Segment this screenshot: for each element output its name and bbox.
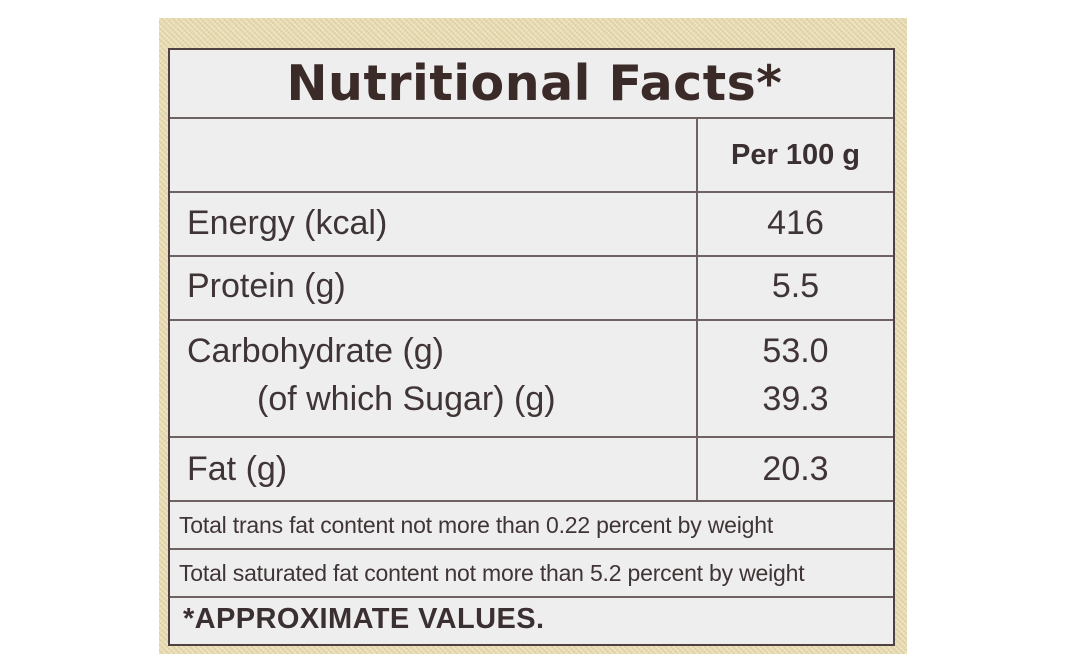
nutrient-value: 416	[767, 204, 824, 242]
note-row-saturated-fat: Total saturated fat content not more tha…	[170, 550, 893, 598]
approximate-values-footer: *APPROXIMATE VALUES.	[183, 603, 545, 635]
nutrient-row-fat: Fat (g) 20.3	[170, 438, 893, 502]
footer-row: *APPROXIMATE VALUES.	[170, 598, 893, 644]
header-empty-cell	[170, 119, 698, 191]
nutrient-row-carbohydrate: Carbohydrate (g) (of which Sugar) (g) 53…	[170, 321, 893, 438]
panel-title: Nutritional Facts*	[286, 55, 783, 112]
column-header: Per 100 g	[731, 138, 860, 171]
note-text: Total saturated fat content not more tha…	[179, 560, 805, 586]
nutrient-value-cell: 5.5	[698, 257, 893, 319]
nutrient-value-cell: 416	[698, 193, 893, 255]
nutrient-value: 53.0	[762, 332, 829, 370]
note-row-trans-fat: Total trans fat content not more than 0.…	[170, 502, 893, 550]
nutrient-label-cell: Carbohydrate (g) (of which Sugar) (g)	[170, 321, 698, 436]
nutrient-value: 20.3	[762, 450, 829, 488]
nutrient-sub-label: (of which Sugar) (g)	[257, 380, 556, 418]
nutrient-label: Energy (kcal)	[187, 204, 388, 242]
nutrient-row-protein: Protein (g) 5.5	[170, 257, 893, 321]
nutrient-value: 5.5	[771, 267, 820, 305]
nutrient-label: Protein (g)	[187, 267, 346, 305]
nutrient-row-energy: Energy (kcal) 416	[170, 193, 893, 257]
nutrient-label-cell: Energy (kcal)	[170, 193, 698, 255]
header-row: Per 100 g	[170, 119, 893, 193]
nutrition-facts-panel: Nutritional Facts* Per 100 g Energy (kca…	[168, 48, 895, 646]
title-row: Nutritional Facts*	[170, 50, 893, 119]
nutrient-value-cell: 53.0 39.3	[698, 321, 893, 436]
nutrient-label: Fat (g)	[187, 450, 288, 488]
nutrient-label: Carbohydrate (g)	[187, 332, 445, 370]
nutrient-label-cell: Fat (g)	[170, 438, 698, 500]
nutrient-sub-value: 39.3	[762, 380, 829, 418]
nutrient-value-cell: 20.3	[698, 438, 893, 500]
header-value-cell: Per 100 g	[698, 119, 893, 191]
note-text: Total trans fat content not more than 0.…	[179, 512, 774, 538]
nutrient-label-cell: Protein (g)	[170, 257, 698, 319]
